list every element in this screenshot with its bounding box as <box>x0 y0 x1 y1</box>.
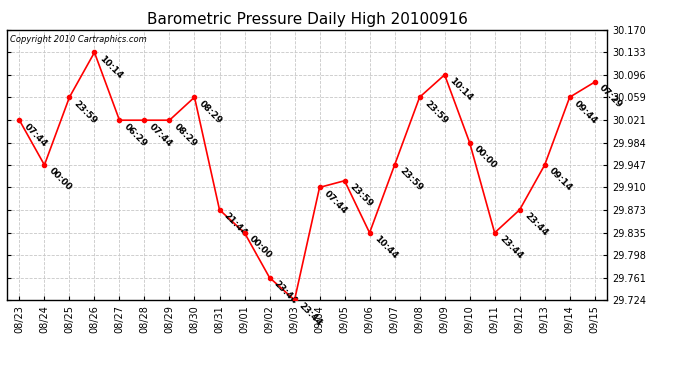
Text: 06:29: 06:29 <box>122 122 149 148</box>
Text: 23:44: 23:44 <box>522 211 549 238</box>
Text: 10:44: 10:44 <box>373 234 399 261</box>
Text: 23:59: 23:59 <box>72 99 99 125</box>
Text: 23:44: 23:44 <box>273 279 299 306</box>
Text: 08:29: 08:29 <box>172 122 199 148</box>
Text: 07:44: 07:44 <box>147 122 174 148</box>
Text: 07:44: 07:44 <box>322 189 349 216</box>
Text: Copyright 2010 Cartraphics.com: Copyright 2010 Cartraphics.com <box>10 35 147 44</box>
Text: 07:29: 07:29 <box>598 84 624 110</box>
Text: 23:44: 23:44 <box>297 302 324 328</box>
Text: 10:14: 10:14 <box>447 76 474 103</box>
Text: 10:14: 10:14 <box>97 54 124 80</box>
Text: 21:44: 21:44 <box>222 211 249 238</box>
Text: 07:44: 07:44 <box>22 122 49 148</box>
Text: 23:59: 23:59 <box>422 99 449 125</box>
Text: 00:00: 00:00 <box>47 166 73 193</box>
Text: 23:44: 23:44 <box>497 234 524 261</box>
Text: 23:59: 23:59 <box>347 182 374 209</box>
Text: 09:14: 09:14 <box>547 166 574 193</box>
Title: Barometric Pressure Daily High 20100916: Barometric Pressure Daily High 20100916 <box>146 12 468 27</box>
Text: 09:44: 09:44 <box>573 99 599 125</box>
Text: 23:59: 23:59 <box>397 166 424 193</box>
Text: 00:00: 00:00 <box>473 144 499 170</box>
Text: 08:29: 08:29 <box>197 99 224 125</box>
Text: 00:00: 00:00 <box>247 234 273 261</box>
